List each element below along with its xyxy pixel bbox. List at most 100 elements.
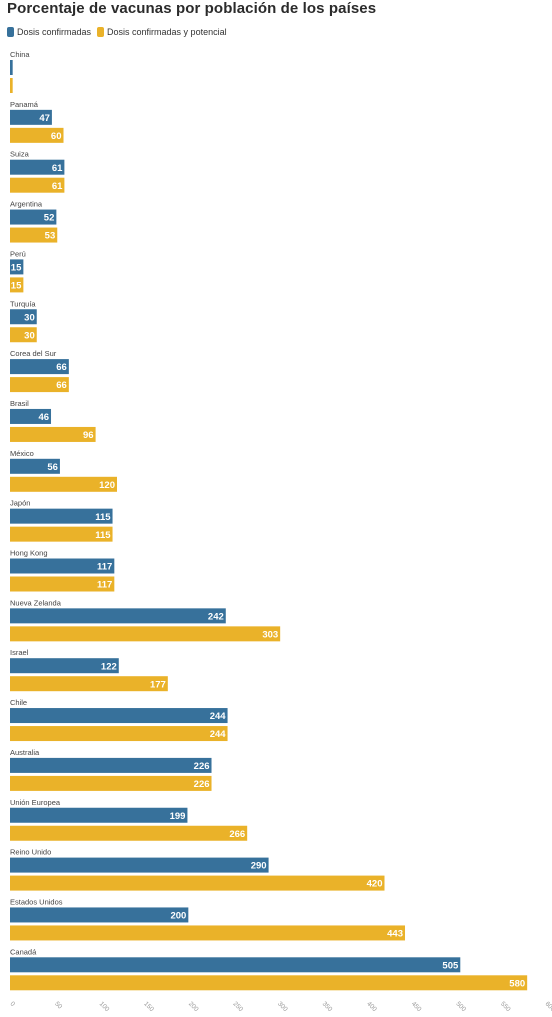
x-tick-label: 350 bbox=[321, 1000, 334, 1013]
bar-confirmed bbox=[10, 408, 52, 424]
bar-confirmed bbox=[10, 109, 52, 125]
bar-value-label: 47 bbox=[39, 113, 50, 124]
bar-confirmed bbox=[10, 957, 461, 973]
category-label: Suiza bbox=[10, 150, 30, 159]
category-label: Panamá bbox=[10, 100, 39, 109]
bar-value-label: 303 bbox=[262, 629, 278, 640]
bar-value-label: 199 bbox=[170, 811, 186, 822]
bar-confirmed bbox=[10, 907, 189, 923]
legend-item-confirmed: Dosis confirmadas bbox=[7, 27, 91, 37]
x-tick-label: 400 bbox=[365, 1000, 378, 1013]
x-tick-label: 50 bbox=[53, 1000, 63, 1010]
x-tick-label: 600 bbox=[544, 1000, 552, 1013]
bar-potential bbox=[10, 726, 228, 742]
bar-potential bbox=[10, 626, 281, 642]
legend: Dosis confirmadas Dosis confirmadas y po… bbox=[7, 27, 233, 37]
bar-value-label: 61 bbox=[52, 163, 63, 174]
bar-value-label: 117 bbox=[97, 580, 112, 591]
bar-value-label: 177 bbox=[150, 679, 166, 690]
bar-value-label: 244 bbox=[210, 711, 227, 722]
bar-confirmed bbox=[10, 259, 24, 275]
bar-potential bbox=[10, 925, 406, 941]
x-tick-label: 550 bbox=[499, 1000, 512, 1013]
bar-confirmed bbox=[10, 608, 226, 624]
bar-value-label: 115 bbox=[95, 512, 111, 523]
bar-confirmed bbox=[10, 359, 69, 375]
bar-value-label: 120 bbox=[99, 480, 115, 491]
bar-confirmed bbox=[10, 60, 13, 75]
legend-swatch-confirmed bbox=[7, 27, 14, 37]
category-label: China bbox=[10, 50, 30, 59]
bar-potential bbox=[10, 227, 58, 243]
bar-value-label: 226 bbox=[194, 779, 210, 790]
bar-value-label: 56 bbox=[47, 462, 58, 473]
bar-value-label: 30 bbox=[24, 312, 35, 323]
bar-confirmed bbox=[10, 708, 228, 724]
bar-potential bbox=[10, 377, 69, 393]
bar-potential bbox=[10, 426, 96, 442]
bar-confirmed bbox=[10, 558, 115, 574]
bar-value-label: 15 bbox=[11, 281, 22, 292]
bar-potential bbox=[10, 476, 117, 492]
bar-value-label: 15 bbox=[11, 263, 22, 274]
bar-value-label: 30 bbox=[24, 330, 35, 341]
x-tick-label: 250 bbox=[232, 1000, 245, 1013]
category-label: Chile bbox=[10, 698, 27, 707]
category-label: Perú bbox=[10, 249, 26, 258]
bar-potential bbox=[10, 526, 113, 542]
bar-potential bbox=[10, 177, 65, 193]
legend-label-confirmed: Dosis confirmadas bbox=[17, 27, 92, 37]
legend-swatch-potential bbox=[97, 27, 105, 37]
bar-potential bbox=[10, 975, 528, 991]
bar-value-label: 244 bbox=[210, 729, 227, 740]
bar-value-label: 66 bbox=[56, 380, 67, 391]
category-label: Israel bbox=[10, 648, 29, 657]
category-label: Brasil bbox=[10, 399, 29, 408]
category-label: Corea del Sur bbox=[10, 349, 57, 358]
category-label: Australia bbox=[10, 748, 40, 757]
x-tick-label: 450 bbox=[410, 1000, 423, 1013]
category-label: Turquía bbox=[10, 299, 36, 308]
bar-value-label: 505 bbox=[442, 960, 459, 971]
bar-value-label: 53 bbox=[45, 231, 56, 242]
bar-confirmed bbox=[10, 159, 65, 175]
bar-value-label: 117 bbox=[97, 562, 112, 573]
x-tick-label: 100 bbox=[98, 1000, 111, 1013]
bar-value-label: 61 bbox=[52, 181, 63, 192]
bar-value-label: 122 bbox=[101, 661, 117, 672]
bar-confirmed bbox=[10, 209, 57, 225]
bar-potential bbox=[10, 78, 13, 93]
bar-value-label: 226 bbox=[194, 761, 210, 772]
bar-confirmed bbox=[10, 458, 60, 474]
bar-potential bbox=[10, 327, 37, 343]
bar-value-label: 52 bbox=[44, 213, 55, 224]
bar-confirmed bbox=[10, 857, 269, 873]
category-label: Canadá bbox=[10, 947, 37, 956]
bar-value-label: 60 bbox=[51, 131, 62, 142]
x-tick-label: 0 bbox=[9, 1000, 17, 1008]
bar-value-label: 66 bbox=[56, 362, 67, 373]
bar-value-label: 242 bbox=[208, 611, 224, 622]
legend-label-potential: Dosis confirmadas y potencial bbox=[107, 27, 227, 37]
bar-value-label: 420 bbox=[367, 879, 383, 890]
x-tick-label: 300 bbox=[276, 1000, 289, 1013]
category-label: Reino Unido bbox=[10, 848, 51, 857]
category-label: Nueva Zelanda bbox=[10, 598, 62, 607]
bar-value-label: 266 bbox=[229, 829, 245, 840]
legend-item-potential: Dosis confirmadas y potencial bbox=[97, 27, 227, 37]
x-tick-label: 200 bbox=[187, 1000, 200, 1013]
bar-confirmed bbox=[10, 807, 188, 823]
category-label: Hong Kong bbox=[10, 549, 48, 558]
bar-value-label: 46 bbox=[38, 412, 49, 423]
category-label: Unión Europea bbox=[10, 798, 61, 807]
bar-potential bbox=[10, 576, 115, 592]
x-tick-label: 150 bbox=[142, 1000, 155, 1013]
category-label: Estados Unidos bbox=[10, 897, 63, 906]
bar-value-label: 115 bbox=[95, 530, 111, 541]
bar-value-label: 96 bbox=[83, 430, 94, 441]
bar-confirmed bbox=[10, 658, 119, 674]
category-label: Argentina bbox=[10, 200, 43, 209]
bar-confirmed bbox=[10, 757, 212, 773]
chart-title: Porcentaje de vacunas por población de l… bbox=[7, 0, 377, 17]
